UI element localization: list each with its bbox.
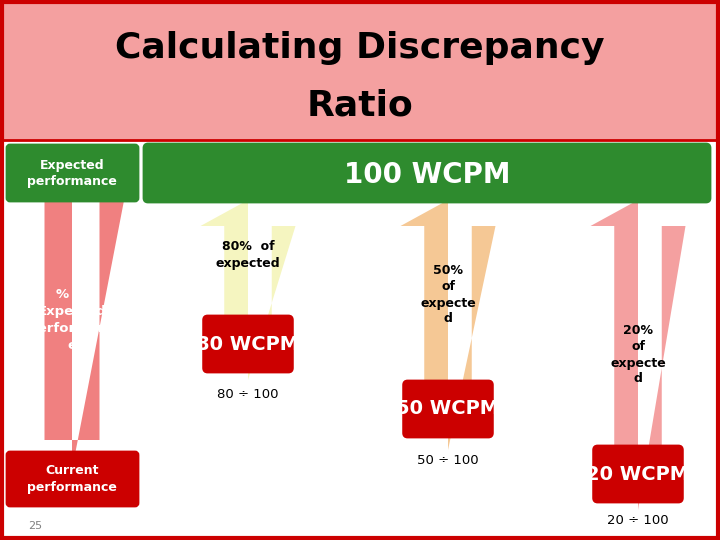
FancyBboxPatch shape — [204, 316, 292, 372]
Text: 20 ÷ 100: 20 ÷ 100 — [607, 514, 669, 526]
Text: 20 WCPM: 20 WCPM — [586, 464, 690, 483]
Text: 25: 25 — [28, 521, 42, 531]
Text: 80 WCPM: 80 WCPM — [197, 334, 300, 354]
Polygon shape — [17, 155, 127, 470]
FancyBboxPatch shape — [593, 446, 683, 502]
Text: 20%
of
expecte
d: 20% of expecte d — [610, 325, 666, 386]
Text: 100 WCPM: 100 WCPM — [343, 161, 510, 189]
Text: 80%  of
expected: 80% of expected — [216, 240, 280, 269]
Text: 50 WCPM: 50 WCPM — [397, 400, 500, 419]
Text: Expected
performance: Expected performance — [27, 159, 117, 187]
FancyBboxPatch shape — [7, 145, 138, 201]
Polygon shape — [200, 200, 295, 380]
Text: % of
Expected
Performanc
e: % of Expected Performanc e — [28, 288, 116, 352]
Polygon shape — [400, 200, 495, 450]
Text: 50 ÷ 100: 50 ÷ 100 — [417, 454, 479, 467]
Polygon shape — [590, 200, 685, 510]
FancyBboxPatch shape — [404, 381, 492, 437]
Text: Current
performance: Current performance — [27, 464, 117, 494]
Text: 50%
of
expecte
d: 50% of expecte d — [420, 265, 476, 326]
Text: 80 ÷ 100: 80 ÷ 100 — [217, 388, 279, 402]
FancyBboxPatch shape — [144, 144, 710, 202]
FancyBboxPatch shape — [7, 452, 138, 506]
Text: Ratio: Ratio — [307, 88, 413, 122]
Text: Calculating Discrepancy: Calculating Discrepancy — [115, 31, 605, 65]
FancyBboxPatch shape — [0, 0, 720, 140]
FancyBboxPatch shape — [0, 140, 720, 540]
